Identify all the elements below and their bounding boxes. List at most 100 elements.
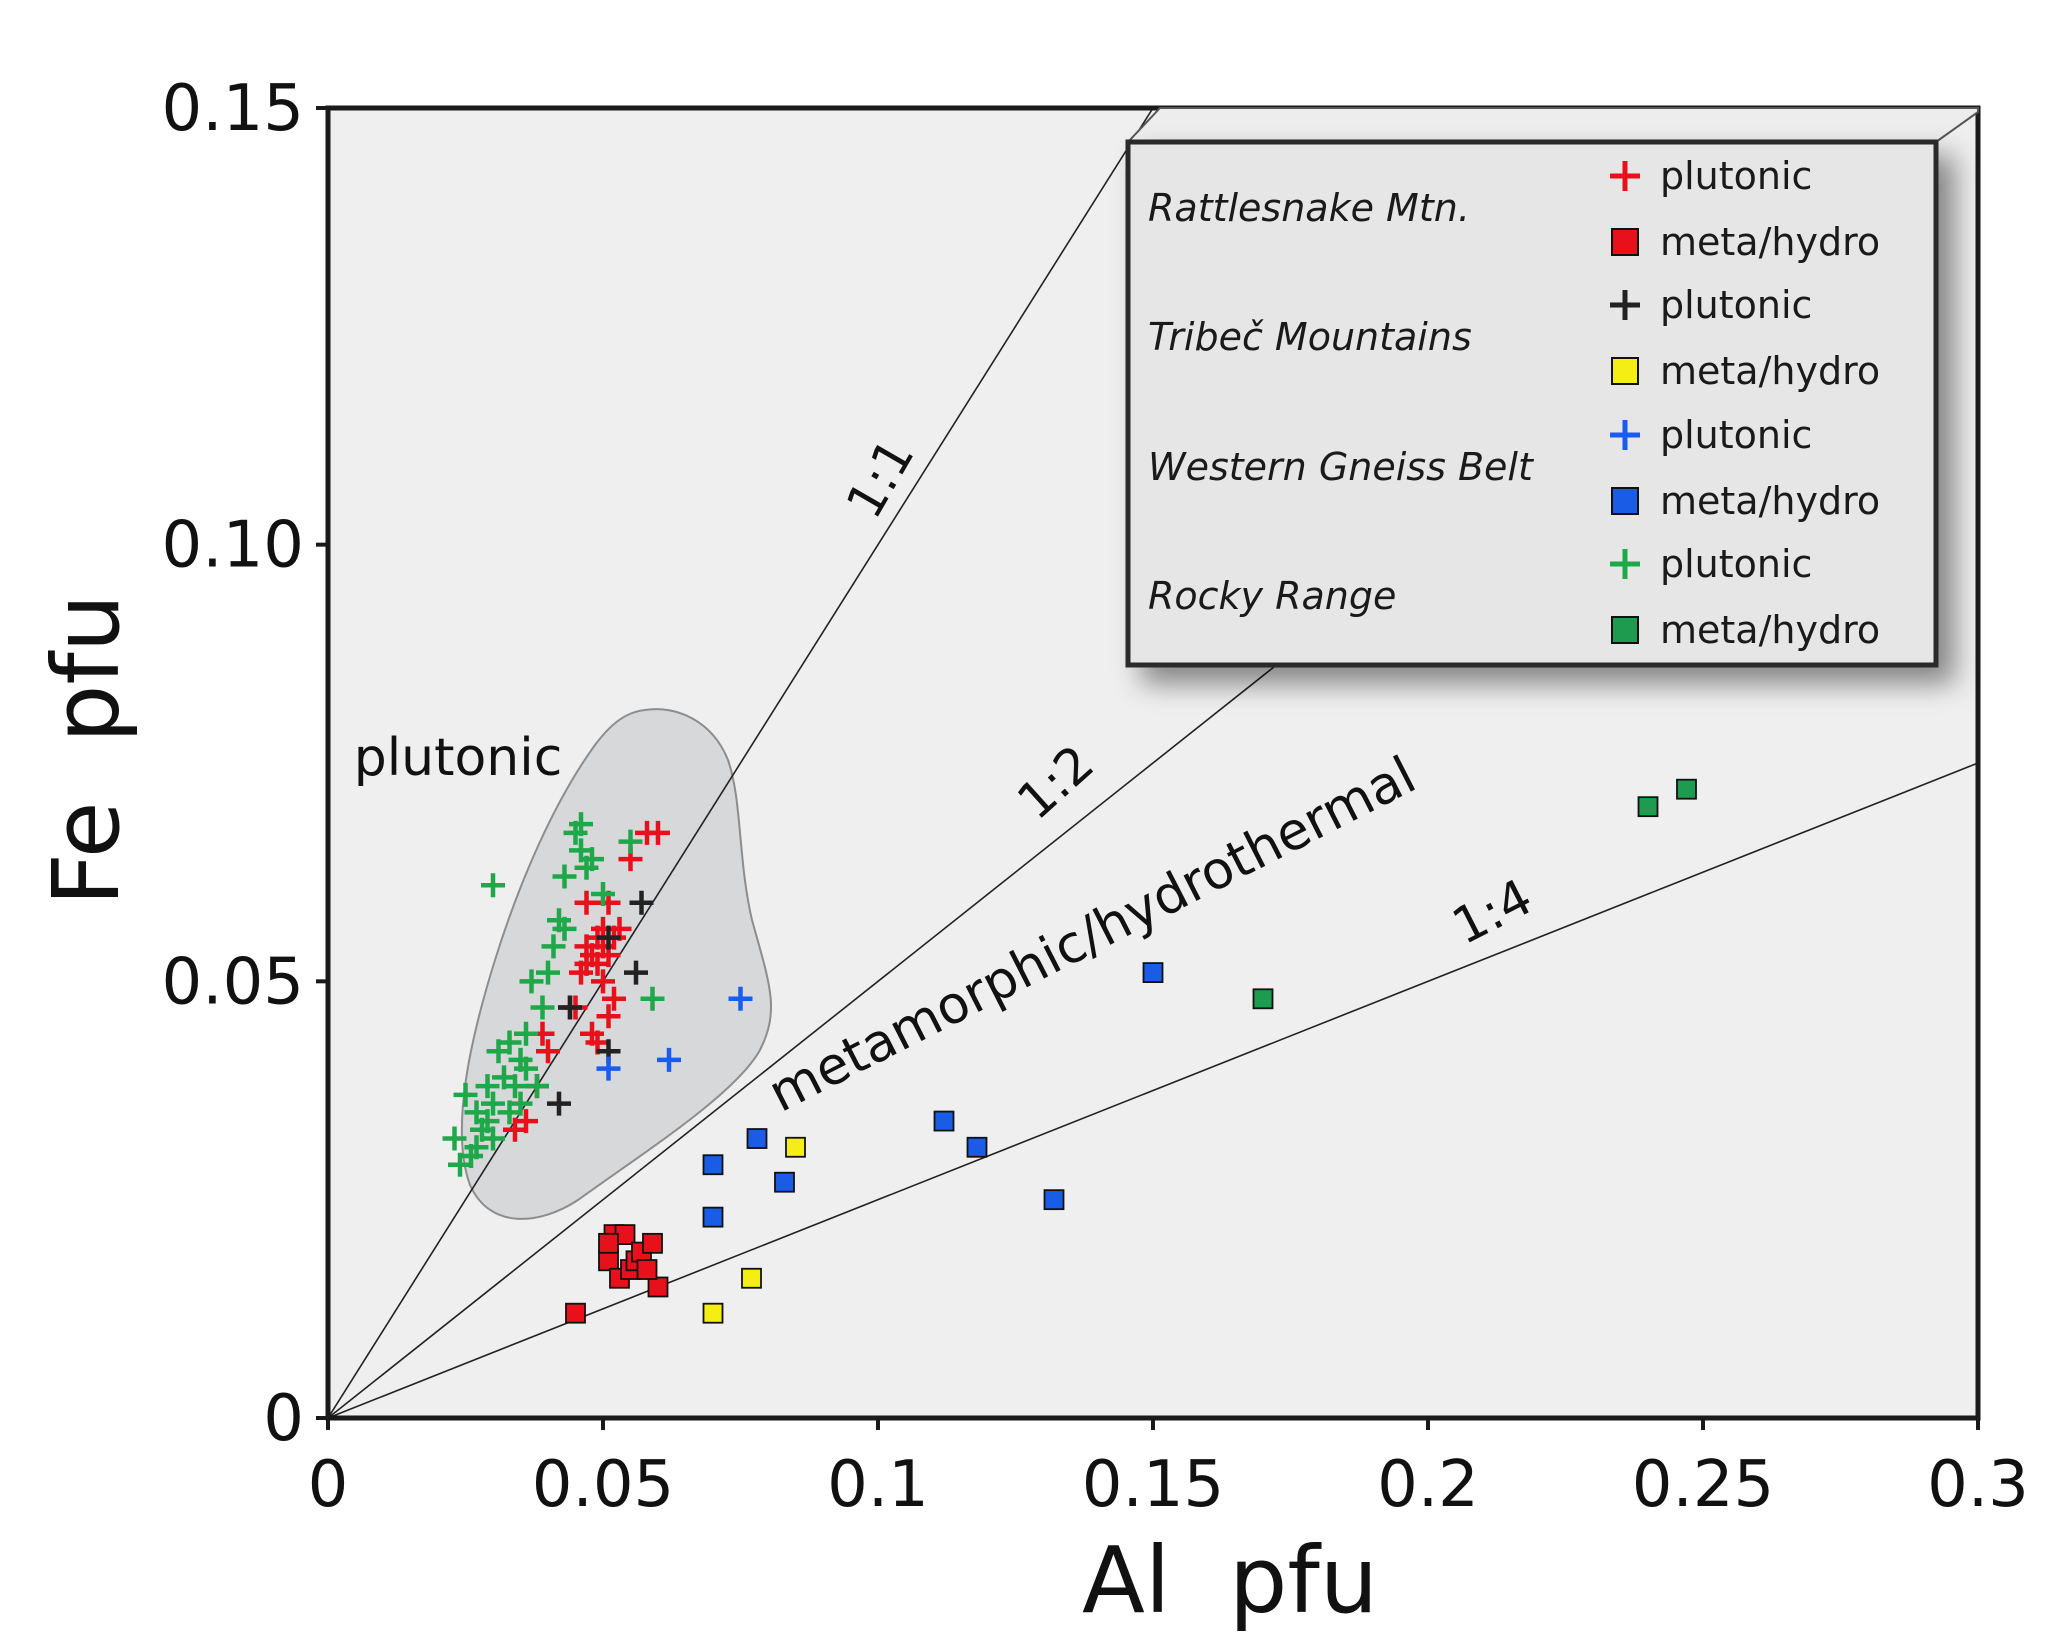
data-point-square — [1676, 778, 1697, 800]
x-axis-label: Al pfu — [1082, 1527, 1378, 1634]
data-point-square — [598, 1232, 619, 1254]
data-point-plus — [580, 847, 604, 872]
data-point-plus — [453, 1082, 478, 1107]
data-point-square — [702, 1154, 724, 1176]
legend-entry-label: plutonic — [1660, 283, 1812, 327]
data-point-plus — [657, 1047, 681, 1072]
data-point-plus — [602, 986, 626, 1011]
data-point-plus — [591, 969, 615, 994]
series-1 — [565, 1224, 669, 1324]
series-7 — [1252, 778, 1697, 1010]
reference-line-1 — [328, 108, 1154, 1418]
data-point-plus — [475, 1109, 500, 1134]
data-point-square — [774, 1171, 795, 1193]
legend-marker-square — [1611, 357, 1639, 385]
x-tick-label: 0.1 — [827, 1448, 929, 1522]
legend-marker-plus — [1610, 290, 1640, 320]
data-point-plus — [629, 890, 654, 915]
data-point-plus — [530, 995, 555, 1020]
legend-box — [1125, 139, 1939, 668]
data-point-plus — [596, 1004, 621, 1029]
legend-entry-label: plutonic — [1660, 542, 1812, 586]
data-point-plus — [596, 1056, 621, 1081]
data-point-square — [1043, 1189, 1065, 1211]
legend-entry-label: plutonic — [1660, 413, 1812, 457]
legend-entry-label: meta/hydro — [1660, 220, 1880, 264]
data-point-square — [702, 1206, 724, 1228]
data-point-plus — [514, 1056, 538, 1081]
x-tick-label: 0.2 — [1377, 1448, 1479, 1522]
data-point-plus — [558, 995, 582, 1020]
data-point-plus — [569, 812, 593, 837]
legend-marker-plus — [1610, 420, 1640, 450]
data-point-plus — [574, 890, 599, 915]
data-point-square — [642, 1232, 663, 1254]
legend-location-label: Rattlesnake Mtn. — [1148, 186, 1470, 230]
legend-entry-label: meta/hydro — [1660, 608, 1880, 652]
data-point-plus — [646, 820, 670, 845]
data-point-square — [741, 1267, 762, 1289]
data-point-plus — [596, 925, 621, 950]
data-point-square — [1637, 796, 1659, 818]
data-point-plus — [541, 934, 566, 959]
data-point-plus — [475, 1074, 500, 1099]
data-point-plus — [442, 1126, 467, 1151]
data-point-plus — [552, 916, 577, 941]
data-point-square — [966, 1136, 988, 1158]
legend-location-label: Tribeč Mountains — [1148, 315, 1472, 359]
legend-bevel — [1125, 107, 1979, 143]
data-point-plus — [464, 1135, 489, 1160]
x-tick-label: 0.15 — [1082, 1448, 1225, 1522]
data-point-plus — [624, 960, 648, 985]
x-tick-label: 0.3 — [1927, 1448, 2029, 1522]
series-6 — [442, 812, 665, 1177]
data-point-square — [565, 1302, 586, 1324]
data-point-square — [1142, 962, 1164, 983]
data-point-plus — [519, 969, 544, 994]
legend-location-label: Western Gneiss Belt — [1148, 445, 1535, 489]
series-2 — [547, 890, 654, 1116]
legend-entry-label: meta/hydro — [1660, 349, 1880, 393]
data-point-plus — [536, 960, 560, 985]
data-point-square — [647, 1276, 669, 1298]
reference-line-3 — [328, 762, 1978, 1418]
legend-entry-label: meta/hydro — [1660, 479, 1880, 523]
data-point-plus — [481, 1091, 505, 1116]
data-point-plus — [514, 1109, 538, 1134]
legend: Rattlesnake Mtn. plutonic meta/hydro Tribeč… — [1148, 154, 1880, 652]
legend-location-label: Rocky Range — [1148, 574, 1396, 618]
x-tick-label: 0 — [308, 1448, 349, 1522]
series-5 — [702, 962, 1164, 1228]
y-tick-label: 0.15 — [162, 72, 305, 146]
y-tick-label: 0.10 — [162, 509, 305, 583]
data-point-plus — [514, 1021, 538, 1046]
data-point-square — [933, 1110, 955, 1132]
data-point-plus — [552, 864, 577, 889]
data-point-square — [1252, 988, 1274, 1010]
series-3 — [702, 1136, 806, 1324]
data-point-plus — [525, 1074, 549, 1099]
data-point-plus — [618, 829, 643, 854]
data-point-plus — [574, 934, 599, 959]
data-point-plus — [497, 1030, 522, 1055]
y-tick-label: 0.05 — [162, 945, 305, 1019]
series-4 — [596, 986, 753, 1081]
legend-marker-square — [1611, 228, 1639, 256]
data-point-plus — [640, 986, 665, 1011]
data-point-plus — [591, 882, 615, 906]
data-point-square — [636, 1259, 658, 1280]
data-point-square — [746, 1128, 768, 1149]
data-points — [442, 778, 1697, 1324]
x-tick-label: 0.25 — [1632, 1448, 1775, 1522]
x-tick-label: 0.05 — [532, 1448, 675, 1522]
data-point-plus — [536, 1039, 560, 1064]
y-tick-label: 0 — [263, 1382, 304, 1456]
legend-marker-plus — [1610, 549, 1640, 579]
data-point-plus — [547, 1091, 571, 1116]
plutonic-region-label: plutonic — [354, 728, 563, 788]
data-point-plus — [508, 1091, 533, 1116]
data-point-square — [785, 1136, 806, 1158]
data-point-square — [702, 1302, 724, 1324]
legend-marker-plus — [1610, 161, 1640, 191]
